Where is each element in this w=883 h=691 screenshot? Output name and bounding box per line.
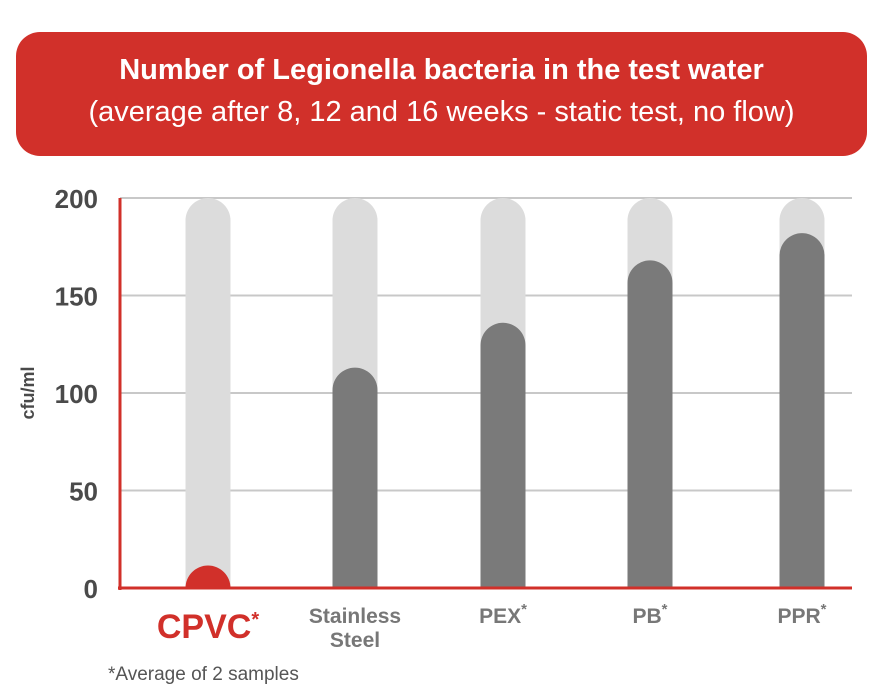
title-banner: Number of Legionella bacteria in the tes… (16, 32, 867, 156)
bar-value-3 (480, 322, 526, 588)
x-tick-label-5: PPR* (777, 601, 826, 628)
bar-value-4 (627, 260, 673, 588)
y-tick-label-0: 0 (84, 574, 98, 604)
y-tick-label-150: 150 (55, 282, 98, 312)
x-tick-label-1: CPVC* (157, 608, 259, 646)
bar-value-5 (779, 233, 825, 588)
footnote: *Average of 2 samples (108, 664, 299, 685)
y-tick-label-100: 100 (55, 379, 98, 409)
y-axis-label: cfu/ml (18, 366, 38, 419)
x-tick-label-4: PB* (632, 601, 667, 628)
x-tick-label-2-line2: Steel (330, 629, 380, 652)
bar-track-1 (185, 198, 231, 588)
x-tick-label-3: PEX* (479, 601, 527, 628)
bar-value-1 (185, 565, 231, 588)
chart-subtitle: (average after 8, 12 and 16 weeks - stat… (88, 96, 795, 128)
chart-title: Number of Legionella bacteria in the tes… (119, 54, 764, 86)
y-tick-label-200: 200 (55, 184, 98, 214)
bar-value-2 (332, 367, 378, 588)
y-tick-label-50: 50 (69, 477, 98, 507)
x-tick-label-2: Stainless (309, 605, 401, 628)
